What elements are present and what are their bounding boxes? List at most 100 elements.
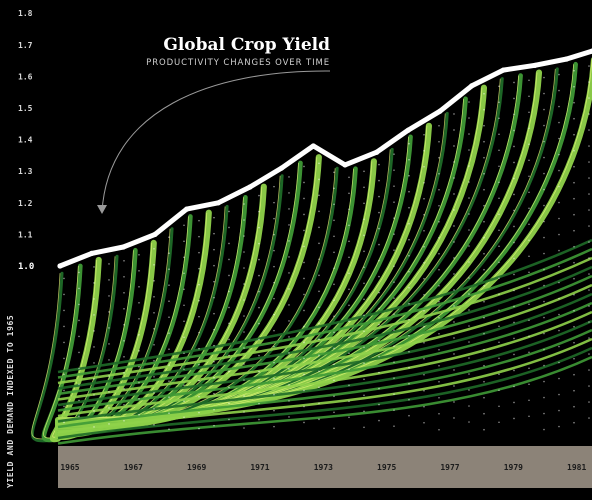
dot (378, 371, 380, 374)
dot (513, 241, 515, 244)
dot (468, 133, 470, 135)
dot (363, 410, 365, 413)
dot (423, 405, 425, 408)
dot (378, 275, 380, 278)
dot (438, 284, 440, 287)
dot (423, 149, 425, 152)
dot (438, 364, 440, 367)
dot (243, 427, 245, 429)
dot (513, 401, 515, 404)
y-tick-label: 1.2 (18, 199, 33, 208)
dot (93, 426, 95, 428)
crop-ribbon (41, 263, 83, 443)
dot (243, 331, 245, 333)
dot (198, 363, 200, 366)
dot (138, 301, 140, 304)
dot (243, 251, 245, 253)
dot (468, 181, 470, 183)
dot (558, 297, 560, 300)
dot (408, 222, 410, 225)
dot (318, 418, 320, 421)
dot (258, 354, 260, 357)
crop-ribbon (57, 310, 592, 418)
dot (468, 261, 470, 263)
dot (213, 232, 215, 235)
crop-ribbon (57, 256, 592, 385)
dot (333, 171, 335, 174)
dot (78, 399, 80, 402)
dot (423, 341, 425, 344)
x-tick-label: 1979 (504, 463, 523, 472)
dot (63, 373, 65, 376)
dot (573, 389, 575, 392)
dot (513, 193, 515, 196)
dot (513, 289, 515, 292)
dot (573, 229, 575, 232)
dot (453, 241, 455, 243)
dot (303, 181, 305, 184)
dot (513, 417, 515, 420)
dot (348, 416, 350, 419)
yield-point (405, 127, 411, 133)
dot (528, 319, 530, 322)
dot (453, 321, 455, 323)
dot (303, 341, 305, 344)
dot (198, 411, 200, 414)
dot (528, 399, 530, 402)
dot (483, 108, 485, 111)
y-axis: 1.0 1.1 1.2 1.3 1.4 1.5 1.6 1.7 1.8 (18, 9, 34, 272)
dot (543, 124, 545, 127)
dot (318, 226, 320, 229)
dot (318, 178, 320, 181)
dot (438, 268, 440, 271)
dot (498, 389, 500, 392)
dot (213, 328, 215, 331)
dot (228, 418, 230, 421)
dot (183, 304, 185, 307)
dot (243, 347, 245, 349)
dot (303, 229, 305, 232)
dot (588, 113, 590, 115)
dot (468, 373, 470, 375)
dot (543, 364, 545, 367)
dot (468, 293, 470, 295)
dot (153, 359, 155, 362)
dot (138, 269, 140, 272)
dot (468, 149, 470, 151)
dot (258, 386, 260, 389)
dot (393, 153, 395, 155)
dot (348, 352, 350, 355)
dot (483, 284, 485, 287)
dot (168, 396, 170, 399)
dot (513, 81, 515, 84)
dot (543, 396, 545, 399)
yield-line (57, 48, 592, 269)
dot (303, 389, 305, 392)
dot (528, 255, 530, 258)
dot (228, 226, 230, 229)
dot (453, 113, 455, 115)
dot (108, 327, 110, 329)
dot (453, 353, 455, 355)
dot (273, 233, 275, 236)
dot (243, 203, 245, 205)
dot (408, 286, 410, 289)
dot (453, 257, 455, 259)
dot (453, 305, 455, 307)
dot (528, 175, 530, 178)
dot (258, 194, 260, 197)
yield-point (120, 244, 126, 250)
dot (333, 235, 335, 238)
dot (183, 384, 185, 387)
yield-point (57, 263, 63, 269)
dot (228, 386, 230, 389)
dot (333, 427, 335, 430)
dot (78, 287, 80, 290)
dot (438, 204, 440, 207)
dot (558, 201, 560, 204)
dot (363, 234, 365, 237)
dot (93, 330, 95, 332)
dot (153, 375, 155, 378)
dot (183, 400, 185, 403)
